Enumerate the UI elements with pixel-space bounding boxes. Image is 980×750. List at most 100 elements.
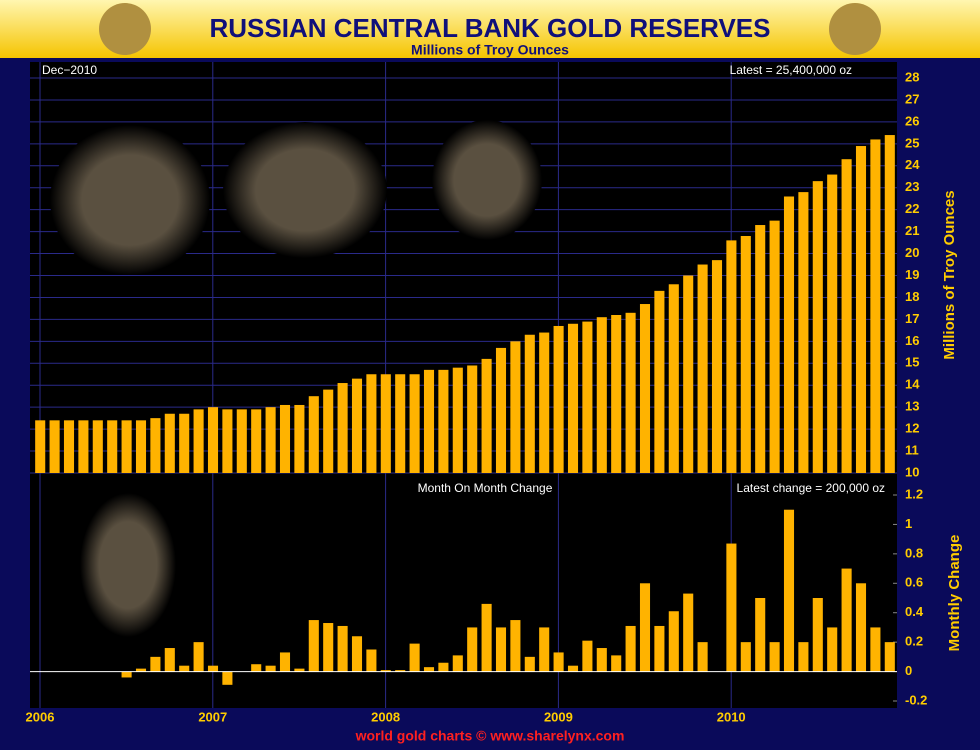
bar bbox=[409, 374, 420, 473]
bar bbox=[279, 652, 291, 672]
bar bbox=[452, 367, 463, 473]
bar bbox=[798, 642, 809, 672]
bar bbox=[179, 413, 190, 473]
bar bbox=[150, 418, 161, 473]
bar bbox=[107, 420, 118, 473]
bar bbox=[683, 593, 694, 672]
bar bbox=[236, 409, 247, 473]
bar bbox=[798, 192, 809, 473]
bar bbox=[323, 389, 334, 473]
bar bbox=[337, 383, 348, 473]
bar bbox=[265, 407, 276, 473]
bar bbox=[841, 568, 852, 672]
bar bbox=[697, 642, 708, 672]
bar bbox=[855, 146, 867, 473]
bar bbox=[539, 332, 550, 473]
bar bbox=[870, 627, 881, 672]
bar bbox=[164, 648, 175, 672]
y-tick-label: 14 bbox=[905, 377, 920, 392]
photo bbox=[432, 120, 542, 240]
bar bbox=[308, 620, 319, 672]
y-axis-label: Monthly Change bbox=[946, 535, 963, 652]
bar bbox=[697, 264, 708, 473]
bar bbox=[366, 374, 377, 473]
bar bbox=[611, 655, 622, 672]
bar bbox=[654, 625, 665, 672]
bar bbox=[769, 642, 780, 672]
bar bbox=[683, 275, 694, 473]
annotation: Latest change = 200,000 oz bbox=[737, 481, 885, 495]
bar bbox=[395, 670, 406, 672]
bar bbox=[884, 135, 895, 474]
bar bbox=[351, 636, 363, 672]
bar bbox=[841, 159, 852, 473]
bar bbox=[337, 625, 348, 672]
bar bbox=[294, 668, 305, 672]
bar bbox=[510, 620, 521, 672]
bar bbox=[467, 627, 478, 672]
y-tick-label: 0 bbox=[905, 663, 912, 678]
bar bbox=[222, 409, 233, 473]
y-tick-label: 15 bbox=[905, 355, 919, 370]
bar bbox=[668, 284, 679, 473]
y-tick-label: 1 bbox=[905, 516, 912, 531]
bar bbox=[783, 509, 795, 672]
bar bbox=[711, 260, 723, 473]
y-tick-label: 23 bbox=[905, 179, 919, 194]
y-tick-label: 18 bbox=[905, 289, 919, 304]
y-axis-label: Millions of Troy Ounces bbox=[941, 190, 958, 359]
bar bbox=[323, 623, 334, 672]
bar bbox=[510, 341, 521, 473]
bar bbox=[884, 642, 895, 672]
x-tick-label: 2010 bbox=[717, 709, 746, 724]
bar bbox=[49, 420, 60, 473]
bar bbox=[308, 396, 319, 473]
bar bbox=[553, 325, 564, 473]
panel-title: Month On Month Change bbox=[418, 481, 553, 495]
emblem bbox=[99, 3, 151, 55]
bar bbox=[294, 404, 305, 473]
y-tick-label: 28 bbox=[905, 69, 919, 84]
bar bbox=[611, 315, 622, 473]
bar bbox=[855, 583, 867, 672]
bar bbox=[596, 648, 607, 672]
bar bbox=[567, 323, 579, 473]
bar bbox=[827, 174, 838, 474]
bar bbox=[668, 611, 679, 672]
bar bbox=[812, 181, 823, 473]
bar bbox=[870, 139, 881, 473]
bar bbox=[438, 662, 449, 672]
bar bbox=[467, 365, 478, 473]
bar bbox=[135, 668, 147, 672]
bar bbox=[740, 236, 751, 473]
bar bbox=[423, 667, 435, 672]
bar bbox=[553, 652, 564, 672]
bar bbox=[755, 598, 766, 672]
bar bbox=[769, 220, 780, 473]
photo bbox=[80, 493, 176, 637]
bar bbox=[121, 420, 132, 473]
bar bbox=[438, 369, 449, 473]
y-tick-label: 22 bbox=[905, 201, 919, 216]
bar bbox=[251, 664, 262, 672]
chart-title: RUSSIAN CENTRAL BANK GOLD RESERVES bbox=[210, 13, 771, 43]
bar bbox=[380, 670, 391, 672]
bar bbox=[366, 649, 377, 672]
y-tick-label: 11 bbox=[905, 442, 919, 457]
bar bbox=[596, 317, 607, 473]
bar bbox=[639, 304, 651, 473]
bar bbox=[654, 290, 665, 473]
bar bbox=[409, 643, 420, 672]
bar bbox=[207, 407, 219, 473]
annotation: Latest = 25,400,000 oz bbox=[730, 63, 852, 77]
bar bbox=[726, 240, 737, 473]
bar bbox=[539, 627, 550, 672]
bar bbox=[495, 627, 507, 672]
x-tick-label: 2009 bbox=[544, 709, 573, 724]
y-tick-label: 24 bbox=[905, 157, 920, 172]
bar bbox=[495, 347, 507, 473]
bar bbox=[524, 334, 535, 473]
x-tick-label: 2006 bbox=[26, 709, 55, 724]
footer: world gold charts © www.sharelynx.com bbox=[355, 728, 625, 744]
